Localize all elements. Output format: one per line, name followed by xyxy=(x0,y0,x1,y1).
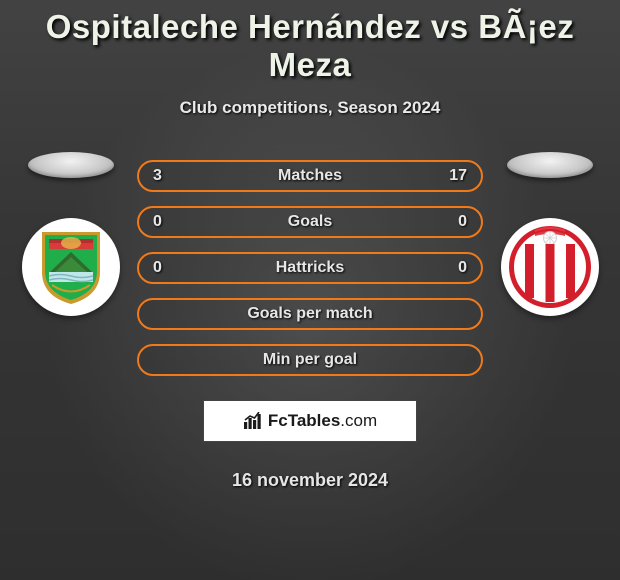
stat-right-value: 0 xyxy=(458,213,467,231)
stat-row-goals: 0 Goals 0 xyxy=(137,206,483,238)
page-title: Ospitaleche Hernández vs BÃ¡ez Meza xyxy=(0,8,620,84)
stat-label: Goals per match xyxy=(139,305,481,323)
main-row: 3 Matches 17 0 Goals 0 0 Hattricks 0 Goa… xyxy=(0,160,620,491)
stat-right-value: 0 xyxy=(458,259,467,277)
page-subtitle: Club competitions, Season 2024 xyxy=(180,98,441,118)
stat-row-gpm: Goals per match xyxy=(137,298,483,330)
comparison-card: Ospitaleche Hernández vs BÃ¡ez Meza Club… xyxy=(0,0,620,491)
snapshot-date: 16 november 2024 xyxy=(232,470,388,491)
stat-label: Min per goal xyxy=(139,351,481,369)
stats-column: 3 Matches 17 0 Goals 0 0 Hattricks 0 Goa… xyxy=(137,160,483,491)
marker-ellipse-left xyxy=(28,152,114,178)
stat-left-value: 0 xyxy=(153,259,162,277)
stat-row-mpg: Min per goal xyxy=(137,344,483,376)
stat-label: Hattricks xyxy=(139,259,481,277)
stat-row-hattricks: 0 Hattricks 0 xyxy=(137,252,483,284)
branding-box: FcTables.com xyxy=(203,400,417,442)
stat-left-value: 0 xyxy=(153,213,162,231)
stat-label: Goals xyxy=(139,213,481,231)
club-crest-right xyxy=(501,218,599,316)
player-right-col xyxy=(497,160,602,316)
bars-icon xyxy=(243,412,265,430)
brand-name-suffix: .com xyxy=(340,411,377,431)
stat-left-value: 3 xyxy=(153,167,162,185)
brand-name-bold: FcTables xyxy=(268,411,340,431)
stat-row-matches: 3 Matches 17 xyxy=(137,160,483,192)
stat-right-value: 17 xyxy=(449,167,467,185)
fctables-logo: FcTables.com xyxy=(243,411,377,431)
club-crest-left xyxy=(22,218,120,316)
stat-label: Matches xyxy=(139,167,481,185)
player-left-col xyxy=(18,160,123,316)
marker-ellipse-right xyxy=(507,152,593,178)
